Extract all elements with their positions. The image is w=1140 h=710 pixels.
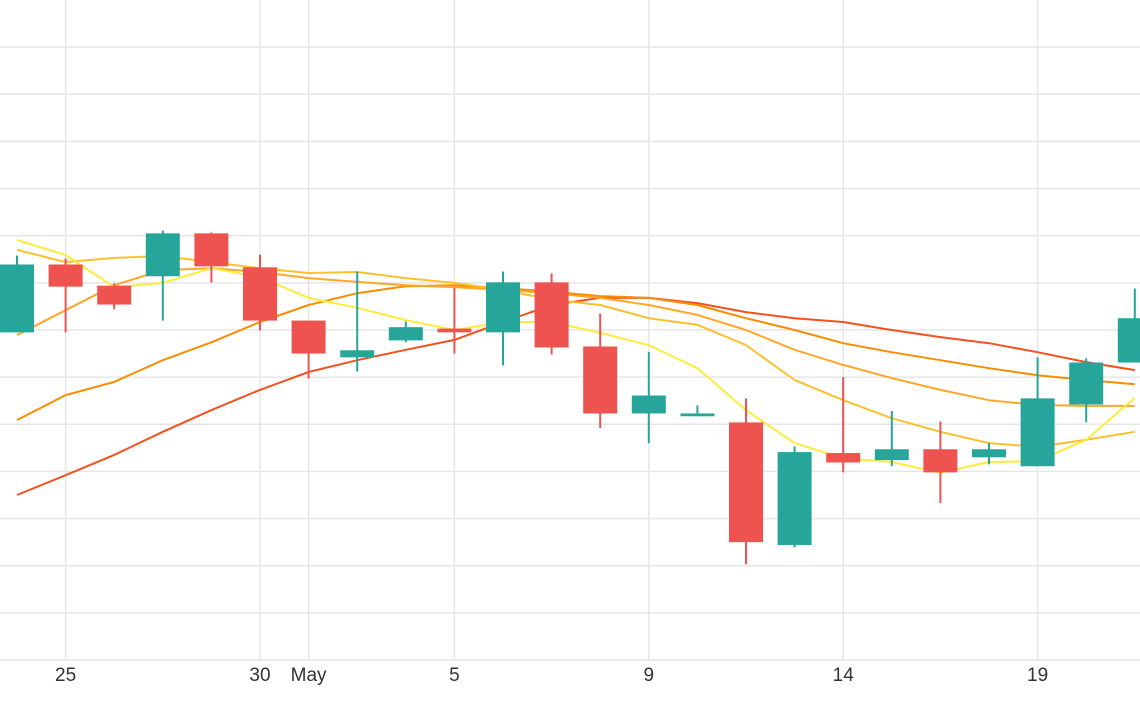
- candle-body: [486, 282, 520, 333]
- candle-body: [729, 422, 763, 543]
- candle-body: [48, 264, 83, 287]
- candle-body: [631, 395, 666, 414]
- moving-average-line: [16, 248, 1135, 448]
- candle-body: [97, 285, 132, 305]
- x-tick-label: 19: [1027, 665, 1048, 686]
- candle-body: [243, 267, 277, 321]
- moving-averages: [16, 239, 1136, 496]
- candle-body: [826, 453, 861, 463]
- x-axis-labels: 25 30 May 5 9 14 19: [55, 665, 1048, 686]
- candle-body: [145, 233, 180, 277]
- candle-body: [194, 233, 229, 267]
- candle-body: [0, 264, 34, 333]
- x-tick-label: 25: [55, 665, 76, 686]
- candle-body: [923, 449, 958, 473]
- candle-body: [777, 452, 812, 545]
- candle-body: [291, 320, 326, 354]
- moving-average-line: [16, 284, 1135, 421]
- candle-body: [388, 327, 423, 341]
- candle-body: [874, 449, 909, 461]
- x-tick-label: 14: [833, 665, 855, 686]
- x-tick-label: May: [291, 665, 327, 686]
- candle-body: [972, 449, 1006, 458]
- candles: [0, 230, 1140, 565]
- candle-body: [437, 328, 472, 333]
- candle-body: [1069, 362, 1104, 405]
- moving-average-line: [16, 267, 1135, 407]
- x-tick-label: 5: [449, 665, 460, 686]
- candle-body: [1020, 398, 1055, 467]
- candle-body: [583, 346, 618, 414]
- x-tick-label: 9: [644, 665, 655, 686]
- candle-body: [680, 413, 715, 417]
- x-tick-label: 30: [249, 665, 270, 686]
- grid: [0, 0, 1140, 661]
- candle-body: [1117, 318, 1140, 363]
- candle-body: [534, 282, 569, 348]
- candle-body: [340, 350, 375, 358]
